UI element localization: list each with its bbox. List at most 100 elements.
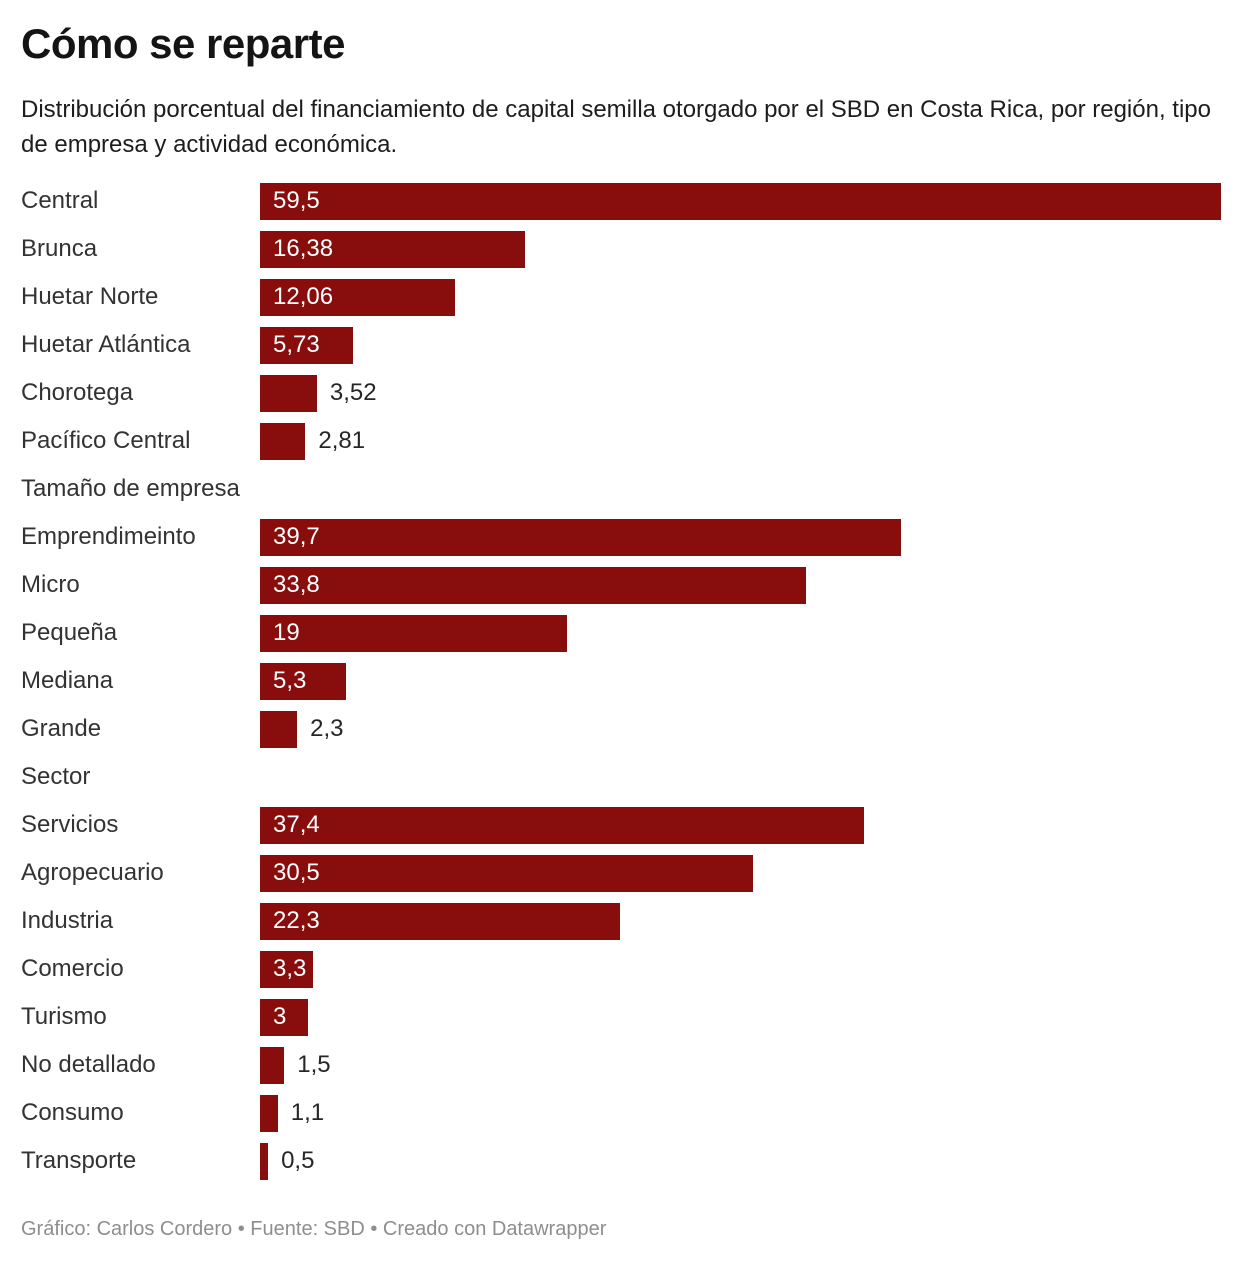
bar: 5,3 [260,662,346,700]
category-label: No detallado [21,1051,156,1078]
category-label: Pacífico Central [21,427,191,454]
category-label: Pequeña [21,619,118,646]
value-label: 39,7 [273,523,320,550]
bar-area: 5,3 [260,657,1221,705]
value-label: 2,81 [318,427,366,454]
value-label: 59,5 [273,187,320,214]
bar [260,422,306,460]
chart-subtitle: Distribución porcentual del financiamien… [21,96,1211,158]
value-label: 3 [273,1003,287,1030]
bar: 59,5 [260,182,1221,220]
bar-area: 5,73 [260,321,1221,369]
chart-row: Central 59,5 [21,177,1221,225]
chart-row: Mediana 5,3 [21,657,1221,705]
bar [260,374,317,412]
category-label: Consumo [21,1099,124,1126]
value-label: 5,73 [273,331,320,358]
group-header-row: Sector [21,753,1221,801]
bar: 33,8 [260,566,806,604]
value-label: 3,3 [273,955,307,982]
category-label: Emprendimeinto [21,523,196,550]
bar-area: 59,5 [260,177,1221,225]
bar-area: 37,4 [260,801,1221,849]
chart-row: Emprendimeinto 39,7 [21,513,1221,561]
chart-row: Pacífico Central 2,81 [21,417,1221,465]
bar-area: 30,5 [260,849,1221,897]
bar-area: 22,3 [260,897,1221,945]
bar-area: 1,1 [260,1089,1221,1137]
bar-area: 16,38 [260,225,1221,273]
chart-row: Consumo 1,1 [21,1089,1221,1137]
category-label: Huetar Norte [21,283,159,310]
bar [260,1046,285,1084]
chart-row: Huetar Atlántica 5,73 [21,321,1221,369]
value-label: 12,06 [273,283,334,310]
bar [260,710,298,748]
category-label: Transporte [21,1147,137,1174]
bar: 3 [260,998,309,1036]
category-label: Turismo [21,1003,107,1030]
chart-row: No detallado 1,5 [21,1041,1221,1089]
bar [260,1094,278,1132]
category-label: Grande [21,715,102,742]
chart-row: Brunca 16,38 [21,225,1221,273]
bar-area: 3 [260,993,1221,1041]
value-label: 19 [273,619,300,646]
chart-row: Huetar Norte 12,06 [21,273,1221,321]
bar: 5,73 [260,326,353,364]
group-header: Sector [21,763,91,790]
category-label: Central [21,187,99,214]
category-label: Comercio [21,955,124,982]
group-header: Tamaño de empresa [21,475,240,502]
bar: 37,4 [260,806,865,844]
bar: 3,3 [260,950,314,988]
bar: 30,5 [260,854,753,892]
bar-area: 2,3 [260,705,1221,753]
bar-area: 3,3 [260,945,1221,993]
chart-row: Grande 2,3 [21,705,1221,753]
chart-title: Cómo se reparte [21,20,345,67]
chart-row: Comercio 3,3 [21,945,1221,993]
category-label: Chorotega [21,379,134,406]
bar: 16,38 [260,230,525,268]
value-label: 2,3 [310,715,344,742]
bar-area: 1,5 [260,1041,1221,1089]
value-label: 1,1 [290,1099,325,1126]
chart-row: Pequeña 19 [21,609,1221,657]
bar: 19 [260,614,567,652]
bar-area: 2,81 [260,417,1221,465]
category-label: Huetar Atlántica [21,331,191,358]
bar-area: 0,5 [260,1137,1221,1185]
chart-row: Industria 22,3 [21,897,1221,945]
chart-row: Servicios 37,4 [21,801,1221,849]
chart-row: Turismo 3 [21,993,1221,1041]
category-label: Mediana [21,667,114,694]
group-header-row: Tamaño de empresa [21,465,1221,513]
category-label: Agropecuario [21,859,164,886]
chart-row: Micro 33,8 [21,561,1221,609]
bar: 12,06 [260,278,455,316]
value-label: 30,5 [273,859,320,886]
value-label: 33,8 [273,571,320,598]
category-label: Industria [21,907,114,934]
value-label: 16,38 [273,235,334,262]
value-label: 0,5 [281,1147,315,1174]
chart-row: Transporte 0,5 [21,1137,1221,1185]
bar-area: 12,06 [260,273,1221,321]
value-label: 1,5 [297,1051,331,1078]
chart-row: Chorotega 3,52 [21,369,1221,417]
category-label: Brunca [21,235,98,262]
category-label: Servicios [21,811,119,838]
bar: 22,3 [260,902,621,940]
bar [260,1142,269,1180]
value-label: 37,4 [273,811,320,838]
bar: 39,7 [260,518,902,556]
bar-area: 39,7 [260,513,1221,561]
chart: Central 59,5 Brunca 16,38 Huetar Norte 12,06 H… [21,177,1221,1185]
chart-row: Agropecuario 30,5 [21,849,1221,897]
value-label: 22,3 [273,907,320,934]
value-label: 5,3 [273,667,307,694]
value-label: 3,52 [329,379,377,406]
bar-area: 3,52 [260,369,1221,417]
